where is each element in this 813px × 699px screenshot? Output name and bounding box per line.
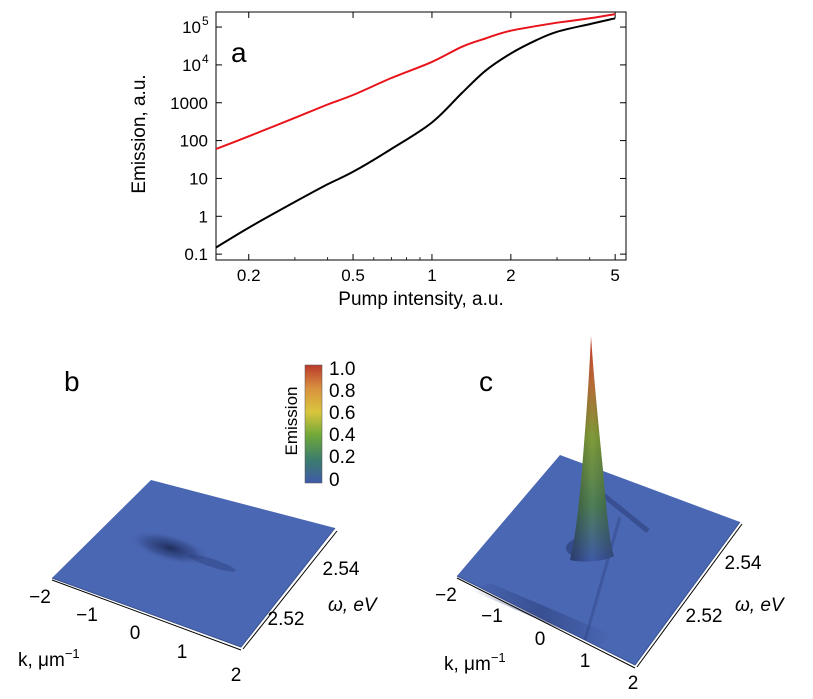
k-tick-label-c: 1 (580, 651, 591, 672)
x-tick-label: 5 (610, 266, 619, 285)
x-axis-label-a: Pump intensity, a.u. (338, 289, 503, 310)
k-tick-label-b: 2 (231, 665, 242, 686)
colorbar-title: Emission (282, 387, 301, 456)
colorbar: Emission 1.0 0.8 0.6 0.4 0.2 0 (282, 359, 356, 491)
omega-tick-label-c: 2.52 (686, 606, 723, 627)
omega-tick-label-b: 2.54 (323, 559, 360, 580)
omega-axis-c (636, 523, 743, 668)
surface-b-dip-tail (188, 554, 236, 572)
k-tick-label-b: −1 (76, 605, 98, 626)
series-line-black (215, 17, 616, 249)
k-tick-label-b: −2 (29, 587, 51, 608)
y-tick-label: 0.1 (184, 245, 208, 264)
omega-tick-label-c: 2.54 (725, 553, 762, 574)
surface-c-groove-b (583, 516, 622, 641)
k-axis-label-b: k, μm−1 (18, 646, 80, 671)
colorbar-tick: 0.2 (329, 447, 355, 468)
k-ticks-c: −2 −1 0 1 2 (435, 585, 638, 694)
y-tick-label: 10 (182, 18, 201, 37)
k-tick-label-b: 0 (130, 623, 141, 644)
colorbar-gradient (304, 364, 323, 484)
k-axis-label-c: k, μm−1 (444, 650, 506, 675)
y-tick-exponent: 5 (202, 14, 209, 28)
colorbar-ticks: 1.0 0.8 0.6 0.4 0.2 0 (329, 359, 356, 491)
chart-b: b −2 −1 0 1 2 2.52 2.54 k, μm−1 ω, eV (18, 366, 379, 686)
omega-ticks-b: 2.52 2.54 (268, 559, 360, 630)
colorbar-tick: 0.6 (329, 403, 355, 424)
x-tick-label: 2 (506, 266, 515, 285)
omega-axis-b (242, 530, 338, 650)
x-tick-label: 0.2 (237, 266, 261, 285)
omega-tick-label-b: 2.52 (268, 609, 305, 630)
k-axis-label-c-text: k, μm (444, 654, 491, 675)
chart-c: c −2 −1 0 1 2 2.52 2.54 k, μm−1 ω, eV (435, 336, 786, 694)
x-tick-label: 0.5 (341, 266, 365, 285)
k-tick-label-c: −1 (481, 606, 503, 627)
colorbar-tick: 0.8 (329, 381, 355, 402)
y-tick-label: 1 (199, 207, 208, 226)
omega-axis-label-c: ω, eV (735, 595, 786, 616)
k-axis-c (456, 577, 636, 669)
colorbar-tick: 0 (329, 470, 340, 491)
x-tick-label: 1 (427, 266, 436, 285)
y-tick-label: 10 (182, 56, 201, 75)
surface-c-ridge (470, 583, 612, 646)
colorbar-tick: 0.4 (329, 425, 356, 446)
x-ticks-a: 0.2 0.5 1 2 5 (237, 12, 620, 285)
k-axis-b (51, 579, 242, 651)
k-axis-label-c-sup: −1 (491, 650, 506, 665)
surface-b-near-edge (51, 527, 336, 648)
plot-frame-a (215, 11, 627, 261)
k-tick-label-c: 0 (535, 629, 546, 650)
k-tick-label-b: 1 (177, 642, 188, 663)
surface-b-dip (129, 530, 211, 566)
k-tick-label-c: 2 (628, 673, 639, 694)
surface-c-groove (600, 492, 650, 533)
omega-ticks-c: 2.52 2.54 (686, 553, 762, 627)
colorbar-tick: 1.0 (329, 359, 355, 380)
y-tick-label: 100 (180, 132, 208, 151)
y-tick-label: 1000 (170, 94, 208, 113)
k-tick-label-c: −2 (435, 585, 457, 606)
panel-label-b: b (64, 366, 80, 397)
k-axis-label-b-sup: −1 (65, 646, 80, 661)
series-lines-a (215, 13, 616, 249)
omega-axis-label-b: ω, eV (328, 595, 379, 616)
k-ticks-b: −2 −1 0 1 2 (29, 587, 241, 686)
panel-label-a: a (231, 37, 247, 68)
surface-c-spike-shade (570, 336, 614, 562)
y-tick-label: 10 (189, 169, 208, 188)
series-line-red (215, 13, 616, 150)
panel-label-c: c (479, 366, 493, 397)
k-axis-label-b-text: k, μm (18, 650, 65, 671)
y-axis-label-a: Emission, a.u. (129, 74, 150, 193)
y-tick-exponent: 4 (202, 52, 209, 66)
